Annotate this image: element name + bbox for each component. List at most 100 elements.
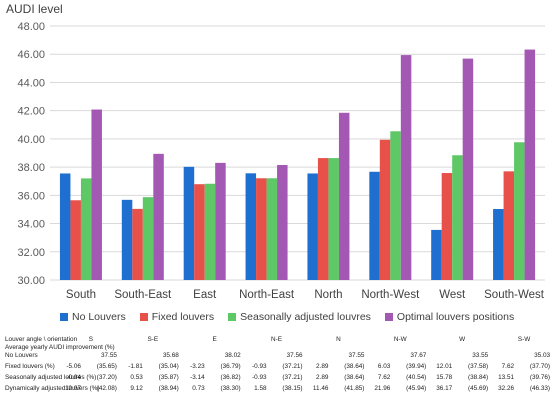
table-row-label: Dynamically adjusted louvers (%) <box>5 385 100 392</box>
table-subtitle-row: Average yearly AUDI improvement (%) <box>0 344 550 353</box>
x-axis-ticks: South South-East East North-East North North-… <box>66 289 545 301</box>
table-column-header: N <box>336 336 341 343</box>
bar <box>183 166 195 280</box>
table-cell-improvement: 1.58 <box>254 385 267 392</box>
table-cell-improvement: -0.93 <box>251 363 267 370</box>
table-cell-improvement: 6.03 <box>377 363 391 370</box>
x-tick-label: South-East <box>114 289 172 301</box>
bar <box>441 173 453 280</box>
bar <box>245 173 257 280</box>
bar <box>204 183 216 280</box>
table-row: Fixed louvers (%) -5.06 (35.65) -1.81 (35.04… <box>0 363 550 372</box>
table-cell-value: (42.08) <box>96 385 117 392</box>
bar <box>514 142 525 280</box>
y-tick-label: 38.00 <box>17 162 45 174</box>
legend-item: Optimal louvers positions <box>384 311 515 323</box>
bar <box>390 131 401 280</box>
table-cell-improvement: 9.12 <box>130 385 143 392</box>
table-cell-improvement: 7.62 <box>377 374 391 381</box>
table-row: Dynamically adjusted louvers (%) 12.07 (42… <box>0 385 550 394</box>
legend-swatch <box>228 313 237 321</box>
bar <box>266 178 278 280</box>
table-header-label: Louver angle \ orientation <box>5 336 78 343</box>
bar <box>59 173 71 280</box>
table-cell-value: (36.82) <box>220 374 241 381</box>
x-tick-label: North <box>314 289 342 301</box>
table-column-header: S <box>88 336 94 343</box>
bar <box>379 139 391 280</box>
x-tick-label: North-West <box>361 289 420 301</box>
bar <box>369 171 380 280</box>
table-cell-value: (38.30) <box>220 385 241 392</box>
bar <box>277 164 288 280</box>
table-cell-value: (38.64) <box>344 363 365 370</box>
bar <box>503 171 515 280</box>
bar <box>431 229 442 280</box>
table-cell-value: (39.94) <box>406 363 427 370</box>
bar <box>132 208 143 280</box>
table-column-header: N-W <box>393 336 407 343</box>
table-cell-value: (39.76) <box>529 374 550 381</box>
table-cell-improvement: 21.96 <box>374 385 391 392</box>
bar <box>153 153 164 280</box>
legend-item: Fixed louvers <box>139 311 214 323</box>
table-row: No Louvers 37.55 35.68 38.02 37.56 37.55 37.67… <box>0 352 550 361</box>
table-column-header: S-E <box>147 336 159 343</box>
table-subtitle: Average yearly AUDI improvement (%) <box>5 344 115 351</box>
legend-item: No Louvers <box>60 311 126 323</box>
bar <box>338 112 350 281</box>
table-cell-improvement: 2.89 <box>315 363 329 370</box>
bar <box>91 109 102 280</box>
legend-swatch <box>60 313 68 321</box>
bars <box>59 49 536 281</box>
y-tick-label: 46.00 <box>17 49 45 61</box>
table-cell-improvement: 13.51 <box>498 374 515 381</box>
table-cell-improvement: 7.62 <box>501 363 515 370</box>
table-cell-improvement: -0.94 <box>66 374 81 381</box>
table-cell-value: (35.65) <box>96 363 117 370</box>
table-cell-improvement: -3.23 <box>190 363 205 370</box>
y-tick-label: 32.00 <box>17 247 45 259</box>
x-tick-label: East <box>193 289 217 301</box>
table-cell-value: (37.21) <box>282 363 303 370</box>
legend-label: Optimal louvers positions <box>396 311 515 323</box>
bar <box>317 158 329 280</box>
table-row-label: No Louvers <box>5 352 38 359</box>
y-axis-ticks: 30.00 32.00 34.00 36.00 38.00 40.00 42.00 44.00… <box>17 21 45 287</box>
table-cell-value: (38.94) <box>158 385 179 392</box>
bar <box>328 158 339 280</box>
table-column-header: W <box>459 336 466 343</box>
y-tick-label: 48.00 <box>17 21 45 33</box>
bar <box>462 58 474 281</box>
x-tick-label: South <box>66 289 96 301</box>
bar <box>70 200 81 280</box>
bar <box>80 178 92 280</box>
legend-label: No Louvers <box>72 311 126 323</box>
table-cell-value: (37.21) <box>282 374 303 381</box>
table-row: Seasonally adjusted louvres (%) -0.94 (37.… <box>0 374 550 383</box>
table-cell-value: (46.33) <box>529 385 550 392</box>
table-cell-improvement: 2.89 <box>315 374 329 381</box>
table-cell-value: 37.55 <box>100 352 117 359</box>
y-tick-label: 40.00 <box>17 134 45 146</box>
legend-label: Seasonally adjusted louvres <box>240 311 371 323</box>
table-cell-value: (37.20) <box>96 374 117 381</box>
table-cell-value: 37.55 <box>348 352 365 359</box>
bar <box>121 199 133 280</box>
table-cell-improvement: -1.81 <box>128 363 143 370</box>
table-cell-improvement: 0.53 <box>130 374 143 381</box>
table-cell-value: (38.64) <box>344 374 365 381</box>
legend-swatch <box>139 313 148 321</box>
bar <box>142 197 154 280</box>
data-table: Louver angle \ orientation S S-E E N-E N N-W W… <box>0 332 550 402</box>
bar-chart: AUDI level 30.00 32.00 34.00 36.00 38.00 40.0… <box>6 2 545 301</box>
table-cell-improvement: 36.17 <box>436 385 453 392</box>
bar <box>524 49 536 281</box>
table-cell-value: (41.85) <box>344 385 365 392</box>
y-tick-label: 44.00 <box>17 77 45 89</box>
table-header-row: Louver angle \ orientation S S-E E N-E N N-W W… <box>0 336 550 345</box>
bar <box>194 184 205 280</box>
table-cell-improvement: -5.06 <box>66 363 81 370</box>
y-axis-title: AUDI level <box>6 2 63 16</box>
table-cell-improvement: -0.93 <box>251 374 267 381</box>
